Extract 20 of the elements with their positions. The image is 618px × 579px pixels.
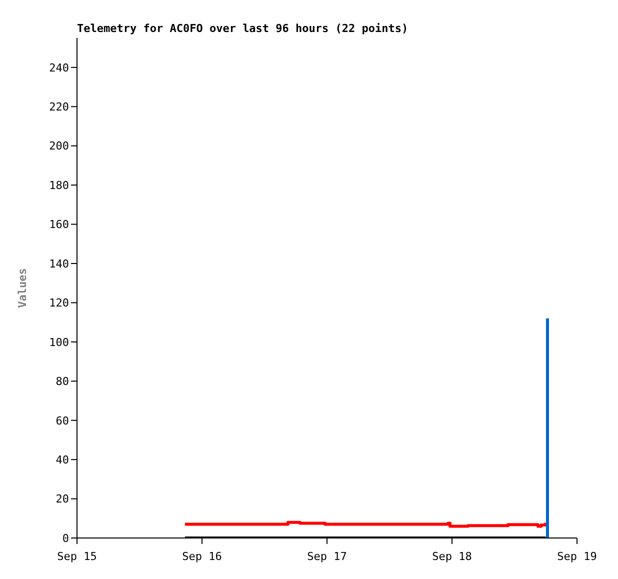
chart-title: Telemetry for AC0FO over last 96 hours (22 points) (77, 22, 408, 35)
x-tick-label: Sep 17 (307, 550, 347, 563)
y-tick-label: 180 (49, 178, 69, 192)
y-tick-label: 220 (49, 100, 69, 114)
y-tick-label: 60 (56, 414, 69, 428)
y-tick-label: 160 (49, 218, 69, 232)
y-tick-label: 20 (56, 492, 69, 506)
x-tick-label: Sep 18 (432, 550, 472, 563)
x-tick-label: Sep 16 (182, 550, 222, 563)
y-axis-title: Values (16, 268, 29, 308)
x-tick-label: Sep 19 (557, 550, 597, 563)
x-tick-label: Sep 15 (57, 550, 97, 563)
y-tick-label: 240 (49, 61, 69, 74)
y-tick-label: 0 (62, 532, 69, 545)
y-tick-label: 200 (49, 140, 69, 153)
y-tick-label: 80 (56, 375, 69, 388)
y-tick-label: 40 (56, 453, 69, 466)
y-tick-label: 100 (49, 336, 69, 349)
y-tick-label: 120 (49, 296, 69, 310)
y-tick-label: 140 (49, 257, 69, 270)
